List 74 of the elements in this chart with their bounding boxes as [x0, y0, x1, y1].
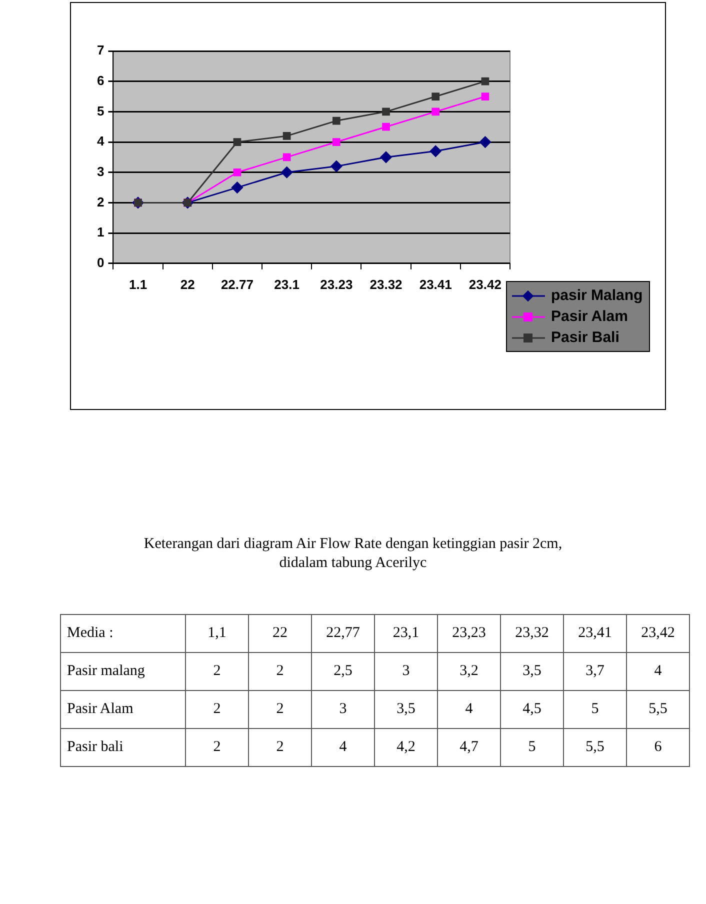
text: 23,1 [374, 614, 438, 652]
y-tick-label: 5 [96, 103, 104, 118]
y-tick-label: 4 [96, 134, 105, 149]
text: 3,5 [374, 690, 438, 728]
point [332, 116, 340, 125]
x-tick-label: 23.42 [468, 276, 502, 292]
point [330, 160, 342, 172]
point [432, 108, 440, 116]
point [479, 136, 491, 148]
text: 3,7 [564, 652, 626, 690]
text: 2,5 [312, 652, 374, 690]
text: 4 [626, 652, 690, 690]
text: Media : [60, 614, 186, 652]
text: 23,32 [500, 614, 564, 652]
point [233, 138, 242, 146]
point [382, 122, 390, 131]
y-tick-label: 6 [96, 72, 104, 88]
y-tick-label: 2 [96, 194, 104, 210]
text: 23,23 [438, 614, 500, 652]
x-tick-label: 22.77 [220, 276, 254, 292]
text: 5 [500, 728, 564, 766]
text: 2 [186, 652, 248, 690]
legend-label: pasir Malang [551, 287, 643, 304]
text: Pasir bali [60, 728, 186, 766]
text: 2 [248, 652, 312, 690]
point [382, 108, 390, 116]
y-tick-label: 3 [96, 164, 104, 179]
text: 3 [374, 652, 438, 690]
text: 2 [186, 728, 248, 766]
text: 23,41 [564, 614, 626, 652]
point [281, 166, 293, 178]
y-tick-label: 7 [96, 42, 104, 58]
point [282, 132, 291, 140]
point [481, 92, 490, 100]
text: 6 [626, 728, 690, 766]
text: 5 [564, 690, 626, 728]
text: 4 [438, 690, 500, 728]
text: Keterangan dari diagram Air Flow Rate dengan ketinggian pasir 2cm, didalam tabung Acerilyc [142, 535, 564, 573]
y-tick-label: 1 [96, 224, 104, 240]
point [432, 92, 440, 100]
text: 2 [186, 690, 248, 728]
x-tick-label: 23.1 [274, 276, 300, 292]
x-tick-label: 23.41 [419, 276, 452, 292]
text: 2 [248, 728, 312, 766]
text: 1,1 [186, 614, 248, 652]
text: 22,77 [312, 614, 374, 652]
x-tick-label: 1.1 [128, 276, 148, 292]
text: 3 [312, 690, 374, 728]
text: 4,7 [438, 728, 500, 766]
text: Pasir Alam [60, 690, 186, 728]
x-tick-label: 23.32 [370, 276, 402, 292]
text: 5,5 [626, 690, 690, 728]
point [380, 151, 392, 163]
legend-label: Pasir Alam [551, 308, 628, 325]
point [481, 77, 490, 86]
x-tick-label: 22 [180, 276, 195, 292]
point [332, 138, 340, 146]
text: 3,2 [438, 652, 500, 690]
text: 4 [312, 728, 374, 766]
text: 22 [248, 614, 312, 652]
legend-label: Pasir Bali [551, 329, 620, 346]
text: 4,2 [374, 728, 438, 766]
text: 5,5 [564, 728, 626, 766]
point [233, 168, 242, 176]
text: 3,5 [500, 652, 564, 690]
point [282, 153, 291, 162]
point [430, 145, 442, 157]
point [231, 182, 243, 194]
text: 2 [248, 690, 312, 728]
y-tick-label: 0 [96, 254, 104, 270]
x-tick-label: 23.23 [320, 276, 353, 292]
text: 23,42 [626, 614, 690, 652]
text: 4,5 [500, 690, 564, 728]
text: Pasir malang [60, 652, 186, 690]
